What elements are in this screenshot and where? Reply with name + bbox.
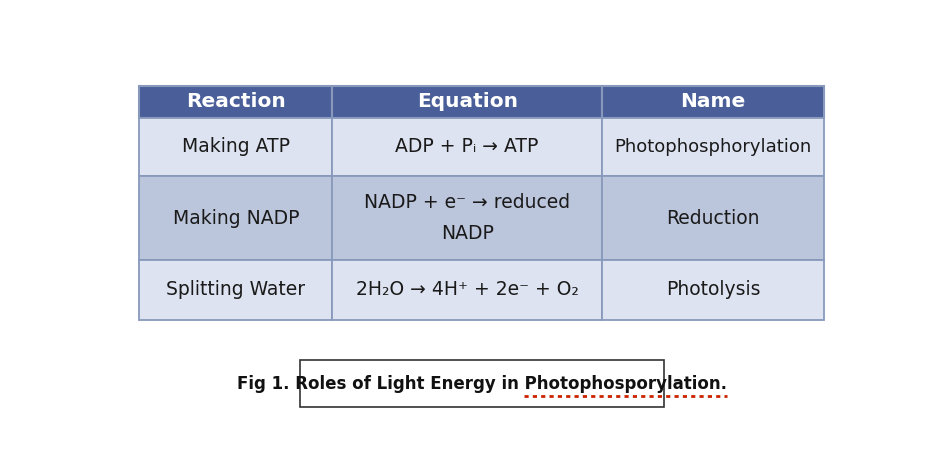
Text: Making ATP: Making ATP [181, 137, 290, 156]
Bar [139, 86, 333, 118]
Bar [300, 360, 664, 407]
Text: Photophosphorylation: Photophosphorylation [615, 138, 811, 156]
Bar [333, 118, 602, 176]
Text: Photophosporylation.: Photophosporylation. [118, 413, 320, 431]
Text: NADP + e⁻ → reduced: NADP + e⁻ → reduced [364, 193, 571, 212]
Bar [602, 260, 824, 319]
Bar [333, 260, 602, 319]
Bar [602, 176, 824, 260]
Text: ADP + Pᵢ → ATP: ADP + Pᵢ → ATP [396, 137, 539, 156]
Text: Splitting Water: Splitting Water [166, 280, 306, 299]
Bar [602, 86, 824, 118]
Bar [602, 118, 824, 176]
Bar [139, 260, 333, 319]
Text: Fig 1. Roles of Light Energy in Photophosporylation.: Fig 1. Roles of Light Energy in Photopho… [237, 374, 727, 392]
Text: Name: Name [681, 92, 745, 111]
Text: Photolysis: Photolysis [666, 280, 760, 299]
Bar [333, 176, 602, 260]
Text: Reaction: Reaction [186, 92, 286, 111]
Bar [333, 86, 602, 118]
Text: Fig 1. Roles of Light Energy in Photophosporylation.: Fig 1. Roles of Light Energy in Photopho… [237, 374, 727, 392]
Text: Making NADP: Making NADP [173, 209, 299, 228]
Bar [139, 118, 333, 176]
Text: NADP: NADP [441, 224, 494, 243]
Text: Reduction: Reduction [666, 209, 760, 228]
Text: Equation: Equation [416, 92, 518, 111]
Text: Fig 1. Roles of Light Energy in: Fig 1. Roles of Light Energy in [118, 413, 405, 431]
Text: 2H₂O → 4H⁺ + 2e⁻ + O₂: 2H₂O → 4H⁺ + 2e⁻ + O₂ [355, 280, 579, 299]
Bar [139, 176, 333, 260]
